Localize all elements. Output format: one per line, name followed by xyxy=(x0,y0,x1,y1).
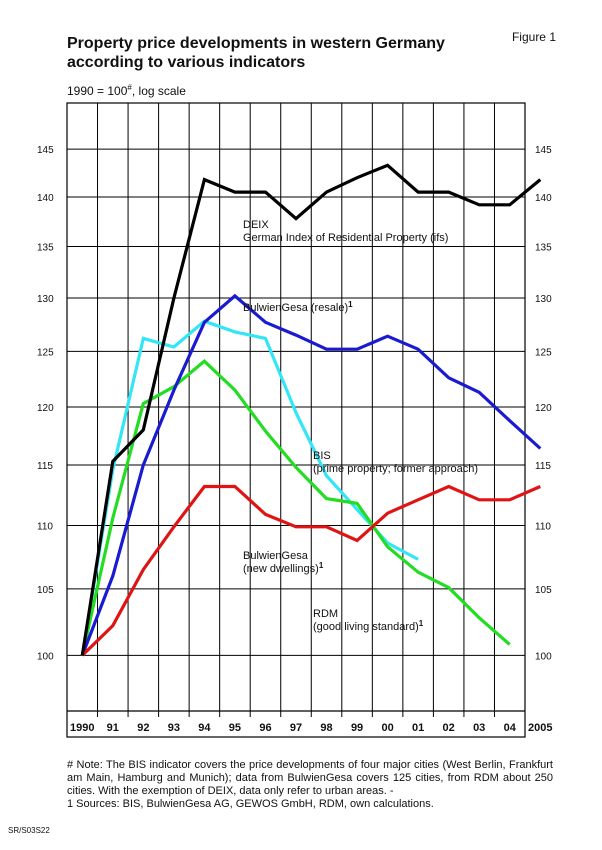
y-tick-label-left: 120 xyxy=(37,403,54,414)
x-tick-label: 98 xyxy=(320,722,332,734)
series-line-bulwien_new xyxy=(80,359,511,656)
x-tick-label: 01 xyxy=(412,722,424,734)
x-tick-label: 03 xyxy=(473,722,485,734)
x-tick-label: 91 xyxy=(107,722,119,734)
chart-title: Property price developments in western G… xyxy=(67,34,487,72)
x-tick-label: 04 xyxy=(504,722,517,734)
y-tick-label-right: 105 xyxy=(535,585,552,596)
chart-title-line-1: Property price developments in western G… xyxy=(67,35,445,52)
series-label-bis: (prime property; former approach) xyxy=(313,463,478,475)
series-line-bulwien_resale xyxy=(80,293,542,656)
y-tick-label-right: 115 xyxy=(535,461,551,472)
figure-label: Figure 1 xyxy=(511,30,556,44)
x-tick-label: 2005 xyxy=(528,722,552,734)
series-label-bulwien_resale: BulwienGesa (resale)1 xyxy=(243,300,353,314)
y-tick-label-right: 110 xyxy=(535,522,551,533)
y-tick-label-left: 145 xyxy=(37,145,54,156)
x-tick-label: 92 xyxy=(137,722,149,734)
y-tick-label-left: 140 xyxy=(37,193,54,204)
series-line-deix xyxy=(80,163,542,656)
y-tick-label-right: 135 xyxy=(535,243,552,254)
series-label-footnote-mark: 1 xyxy=(348,300,353,309)
y-tick-label-left: 130 xyxy=(37,294,54,305)
series-label-bulwien_new: (new dwellings)1 xyxy=(243,561,324,575)
chart-subtitle: 1990 = 100#, log scale xyxy=(67,83,186,98)
footnote-note: # Note: The BIS indicator covers the pri… xyxy=(67,759,553,797)
y-tick-label-right: 140 xyxy=(535,193,552,204)
subtitle-sup: # xyxy=(127,83,132,92)
series-label-bis: BIS xyxy=(313,450,331,462)
y-tick-label-left: 105 xyxy=(37,585,54,596)
y-tick-label-right: 145 xyxy=(535,145,552,156)
series-label-deix: DEIX xyxy=(243,219,269,231)
series-label-deix: German Index of Residential Property (if… xyxy=(243,232,448,244)
y-tick-label-right: 120 xyxy=(535,403,552,414)
y-tick-label-left: 110 xyxy=(37,522,53,533)
x-tick-label: 96 xyxy=(259,722,271,734)
x-tick-label: 99 xyxy=(351,722,363,734)
subtitle-rest: , log scale xyxy=(131,84,186,98)
y-tick-label-left: 115 xyxy=(37,461,53,472)
chart-title-line-2: according to various indicators xyxy=(67,54,306,71)
y-tick-label-right: 100 xyxy=(535,651,552,662)
document-code: SR/S03S22 xyxy=(8,826,50,835)
subtitle-main: 1990 = 100 xyxy=(67,84,128,98)
x-tick-label: 97 xyxy=(290,722,302,734)
y-tick-label-left: 135 xyxy=(37,243,54,254)
series-label-footnote-mark: 1 xyxy=(319,561,324,570)
y-tick-label-left: 100 xyxy=(37,651,54,662)
series-label-footnote-mark: 1 xyxy=(419,619,424,628)
x-tick-label: 00 xyxy=(381,722,393,734)
series-line-bis xyxy=(80,319,419,656)
y-tick-label-right: 130 xyxy=(535,294,552,305)
y-tick-label-left: 125 xyxy=(37,347,54,358)
series-line-rdm xyxy=(81,484,541,657)
footnote: # Note: The BIS indicator covers the pri… xyxy=(67,759,553,811)
footnote-sources: 1 Sources: BIS, BulwienGesa AG, GEWOS Gm… xyxy=(67,798,434,810)
x-tick-label: 1990 xyxy=(70,722,94,734)
series-label-rdm: RDM xyxy=(313,608,338,620)
series-label-bulwien_new: BulwienGesa xyxy=(243,550,309,562)
x-tick-label: 95 xyxy=(229,722,241,734)
x-tick-label: 94 xyxy=(198,722,211,734)
x-tick-label: 02 xyxy=(443,722,455,734)
y-tick-label-right: 125 xyxy=(535,347,552,358)
plot-frame xyxy=(66,102,526,738)
series-label-rdm: (good living standard)1 xyxy=(313,619,424,633)
x-tick-label: 93 xyxy=(168,722,180,734)
